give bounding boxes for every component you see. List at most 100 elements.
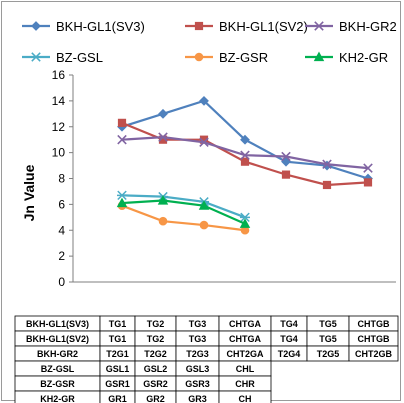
table-row-header: BKH-GL1(SV2) bbox=[26, 334, 89, 344]
y-tick-label: 0 bbox=[58, 275, 65, 289]
table-cell-text: TG2 bbox=[147, 334, 165, 344]
data-point bbox=[157, 195, 169, 205]
data-point bbox=[322, 180, 332, 190]
table-cell-text: TG5 bbox=[319, 319, 337, 329]
table-row: BZ-GSL GSL1 GSL2 GSL3 CHL bbox=[14, 360, 272, 377]
data-point bbox=[117, 134, 127, 145]
series-line bbox=[121, 204, 246, 232]
table-cell-text: T2G1 bbox=[106, 349, 129, 359]
table-cell-text: CHTGB bbox=[358, 334, 390, 344]
table-cell-text: CHR bbox=[235, 379, 255, 389]
series-bkh-gl1-sv2 bbox=[117, 118, 373, 190]
legend-item-bz-gsl: BZ-GSL bbox=[22, 50, 103, 65]
table-cell-text: TG4 bbox=[280, 319, 298, 329]
table-cell-text: T2G2 bbox=[144, 349, 167, 359]
table-cell-text: CHTGA bbox=[229, 319, 261, 329]
data-point bbox=[363, 163, 373, 173]
legend-marker bbox=[31, 21, 41, 31]
legend-item-bkh-gr2: BKH-GR2 bbox=[305, 19, 397, 34]
table-cell-text: GSR3 bbox=[185, 379, 210, 389]
data-point bbox=[198, 200, 210, 210]
legend-label: KH2-GR bbox=[339, 50, 388, 65]
data-point bbox=[158, 108, 168, 119]
data-point bbox=[322, 159, 332, 170]
table-row: BKH-GL1(SV2) TG1 TG2 TG3 CHTGA TG4 TG5 CHTGB bbox=[14, 330, 399, 347]
y-axis-label: Jn Value bbox=[21, 164, 37, 221]
legend-marker bbox=[314, 21, 324, 31]
series-line bbox=[121, 194, 246, 219]
legend-label: BKH-GR2 bbox=[339, 19, 397, 34]
table-cell-text: TG3 bbox=[189, 319, 207, 329]
table-cell-text: GR3 bbox=[188, 394, 207, 403]
table-cell-text: CHT2GB bbox=[355, 349, 393, 359]
y-tick-label: 12 bbox=[52, 120, 66, 134]
y-tick-label: 10 bbox=[52, 146, 66, 160]
table-cell-text: CHT2GA bbox=[226, 349, 264, 359]
table-cell bbox=[348, 345, 399, 362]
plot-area bbox=[116, 95, 373, 235]
y-tick-label: 4 bbox=[58, 223, 65, 237]
table-row-header: KH2-GR bbox=[40, 394, 75, 403]
data-point bbox=[158, 216, 168, 226]
data-point bbox=[199, 220, 209, 230]
y-tick-label: 2 bbox=[58, 249, 65, 263]
table-row: BKH-GR2 T2G1 T2G2 T2G3 CHT2GA T2G4 T2G5 CHT2GB bbox=[14, 345, 399, 362]
table-cell-text: TG1 bbox=[109, 334, 127, 344]
y-tick-label: 8 bbox=[58, 172, 65, 186]
y-tick-label: 16 bbox=[52, 68, 66, 82]
table-cell-text: TG2 bbox=[147, 319, 165, 329]
table-cell-text: T2G3 bbox=[186, 349, 209, 359]
table-cell-text: GSL1 bbox=[106, 364, 130, 374]
data-point bbox=[281, 151, 291, 162]
series-bkh-gl1-sv3 bbox=[117, 95, 373, 184]
data-point bbox=[117, 118, 127, 127]
legend-item-bz-gsr: BZ-GSR bbox=[185, 50, 268, 65]
legend-item-bkh-gl1-sv2: BKH-GL1(SV2) bbox=[185, 19, 308, 34]
y-tick-label: 14 bbox=[52, 94, 66, 108]
series-kh2-gr bbox=[116, 195, 251, 228]
legend-label: BKH-GL1(SV2) bbox=[219, 19, 308, 34]
data-point bbox=[199, 95, 209, 106]
table-cell-text: TG4 bbox=[280, 334, 298, 344]
legend-marker bbox=[313, 51, 325, 62]
table-cell-text: TG3 bbox=[189, 334, 207, 344]
table-row: BZ-GSR GSR1 GSR2 GSR3 CHR bbox=[14, 375, 272, 392]
data-point bbox=[240, 134, 250, 145]
legend-label: BZ-GSL bbox=[56, 50, 103, 65]
table-cell-text: CHTGB bbox=[358, 319, 390, 329]
table-cell-text: GR2 bbox=[146, 394, 165, 403]
y-tick-label: 6 bbox=[58, 197, 65, 211]
table-row-header: BZ-GSR bbox=[40, 379, 75, 389]
table-row: BKH-GL1(SV3) TG1 TG2 TG3 CHTGA TG4 TG5 CHTGB bbox=[14, 315, 399, 332]
series-bkh-gr2 bbox=[117, 132, 373, 173]
data-point bbox=[240, 157, 250, 166]
table-cell-text: TG5 bbox=[319, 334, 337, 344]
table-row: KH2-GR GR1 GR2 GR3 CH bbox=[14, 390, 272, 403]
table-cell-text: GSL3 bbox=[186, 364, 210, 374]
data-table: BKH-GL1(SV3) TG1 TG2 TG3 CHTGA TG4 TG5 CHTGB BKH… bbox=[14, 315, 399, 403]
data-point bbox=[199, 137, 209, 148]
legend: BKH-GL1(SV3) BKH-GL1(SV2) BKH-GR2 BZ-GSL BZ-… bbox=[22, 19, 397, 65]
data-point bbox=[117, 190, 127, 201]
table-cell-text: CH bbox=[239, 394, 252, 403]
table-cell-text: T2G4 bbox=[278, 349, 301, 359]
table-row-header: BKH-GL1(SV3) bbox=[26, 319, 89, 329]
table-cell-text: GSL2 bbox=[144, 364, 168, 374]
data-point bbox=[281, 170, 291, 179]
table-cell-text: CHL bbox=[236, 364, 255, 374]
table-cell-text: GSR2 bbox=[143, 379, 168, 389]
legend-label: BZ-GSR bbox=[219, 50, 268, 65]
series-line bbox=[121, 199, 246, 225]
legend-marker bbox=[194, 52, 204, 62]
data-point bbox=[239, 218, 251, 228]
data-point bbox=[240, 150, 250, 160]
data-point bbox=[116, 197, 128, 208]
series-line bbox=[121, 121, 369, 187]
data-point bbox=[240, 212, 250, 223]
legend-item-kh2-gr: KH2-GR bbox=[305, 50, 388, 65]
table-cell bbox=[218, 390, 272, 403]
legend-item-bkh-gl1-sv3: BKH-GL1(SV3) bbox=[22, 19, 145, 34]
table-cell-text: GSR1 bbox=[105, 379, 130, 389]
table-row-header: BKH-GR2 bbox=[37, 349, 78, 359]
